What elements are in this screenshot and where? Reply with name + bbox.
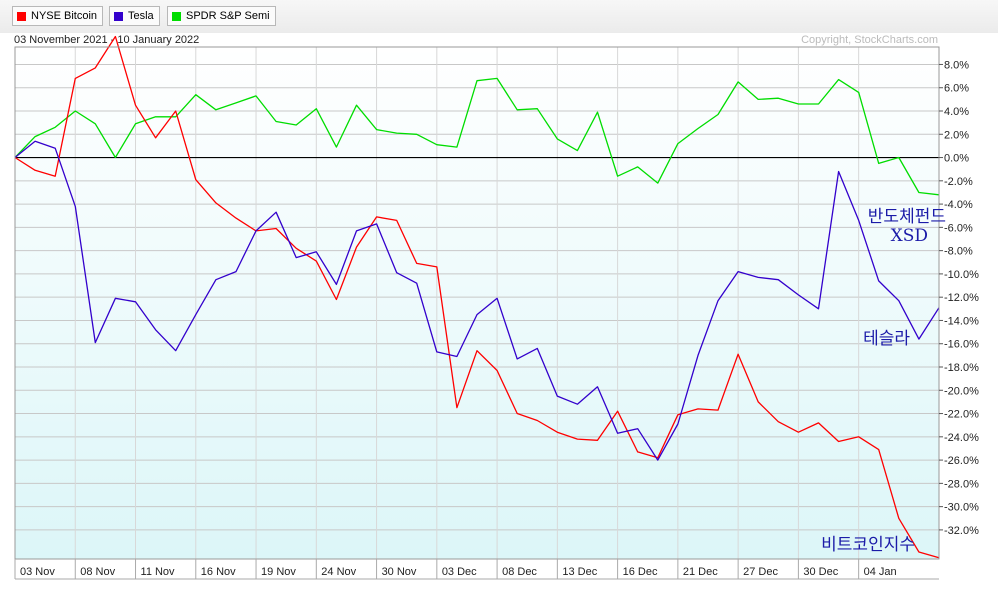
x-tick-label: 19 Nov bbox=[261, 566, 296, 578]
y-tick-label: -32.0% bbox=[944, 525, 979, 537]
y-tick-label: 0.0% bbox=[944, 153, 969, 165]
legend-swatch-semi bbox=[172, 11, 181, 21]
y-tick-label: -22.0% bbox=[944, 409, 979, 421]
annotation-tesla: 테슬라 bbox=[863, 329, 910, 349]
legend-label-tesla: Tesla bbox=[128, 10, 154, 22]
x-tick-label: 08 Nov bbox=[80, 566, 115, 578]
y-tick-label: -26.0% bbox=[944, 455, 979, 467]
x-tick-label: 04 Jan bbox=[864, 566, 897, 578]
x-tick-label: 21 Dec bbox=[683, 566, 718, 578]
x-tick-label: 27 Dec bbox=[743, 566, 778, 578]
copyright-text: Copyright, StockCharts.com bbox=[801, 34, 938, 46]
legend-label-semi: SPDR S&P Semi bbox=[186, 10, 270, 22]
y-axis: 8.0% 6.0% 4.0% 2.0% 0.0% -2.0% -4.0% -6.0% -8.0%… bbox=[939, 59, 979, 537]
y-tick-label: -28.0% bbox=[944, 478, 979, 490]
legend-swatch-bitcoin bbox=[17, 11, 26, 21]
y-tick-label: -14.0% bbox=[944, 315, 979, 327]
y-tick-label: 2.0% bbox=[944, 129, 969, 141]
y-tick-label: 4.0% bbox=[944, 106, 969, 118]
y-tick-label: -30.0% bbox=[944, 502, 979, 514]
x-tick-label: 30 Dec bbox=[803, 566, 838, 578]
x-tick-label: 24 Nov bbox=[321, 566, 356, 578]
series-line-spdr-s-p-semi bbox=[14, 77, 940, 196]
y-tick-label: 8.0% bbox=[944, 59, 969, 71]
y-tick-label: -2.0% bbox=[944, 176, 973, 188]
series-lines bbox=[14, 35, 940, 559]
x-tick-label: 03 Nov bbox=[20, 566, 55, 578]
annotation-bitcoin: 비트코인지수 bbox=[821, 535, 915, 555]
series-line-tesla bbox=[14, 140, 940, 461]
y-tick-label: -18.0% bbox=[944, 362, 979, 374]
series-line-nyse-bitcoin bbox=[14, 35, 940, 559]
y-tick-label: -6.0% bbox=[944, 222, 973, 234]
annotation-semi-line1: 반도체펀드 bbox=[867, 207, 946, 227]
annotation-semi-line2: XSD bbox=[890, 226, 928, 246]
x-tick-label: 30 Nov bbox=[382, 566, 417, 578]
x-tick-label: 03 Dec bbox=[442, 566, 477, 578]
y-tick-label: -4.0% bbox=[944, 199, 973, 211]
legend-label-bitcoin: NYSE Bitcoin bbox=[31, 10, 98, 22]
legend-item-bitcoin[interactable]: NYSE Bitcoin bbox=[12, 6, 104, 26]
x-tick-label: 16 Nov bbox=[201, 566, 236, 578]
grid-lines bbox=[15, 47, 939, 559]
legend-item-tesla[interactable]: Tesla bbox=[109, 6, 160, 26]
y-tick-label: -12.0% bbox=[944, 292, 979, 304]
legend-bar: NYSE Bitcoin Tesla SPDR S&P Semi bbox=[0, 0, 998, 33]
plot-background bbox=[15, 47, 939, 559]
y-tick-label: -20.0% bbox=[944, 385, 979, 397]
x-tick-label: 13 Dec bbox=[562, 566, 597, 578]
y-tick-label: -10.0% bbox=[944, 269, 979, 281]
x-tick-label: 16 Dec bbox=[623, 566, 658, 578]
annotation-semi: 반도체펀드 XSD bbox=[868, 208, 946, 246]
y-tick-label: -16.0% bbox=[944, 339, 979, 351]
y-tick-label: -24.0% bbox=[944, 432, 979, 444]
x-axis: 03 Nov 08 Nov 11 Nov 16 Nov 19 Nov 24 Nov 30 N… bbox=[14, 559, 939, 580]
x-tick-label: 11 Nov bbox=[141, 566, 176, 578]
plot-frame bbox=[14, 46, 940, 560]
date-range: 03 November 2021 - 10 January 2022 bbox=[14, 34, 200, 46]
y-tick-label: -8.0% bbox=[944, 246, 973, 258]
legend-swatch-tesla bbox=[114, 11, 123, 21]
y-tick-label: 6.0% bbox=[944, 83, 969, 95]
x-tick-label: 08 Dec bbox=[502, 566, 537, 578]
legend-item-semi[interactable]: SPDR S&P Semi bbox=[167, 6, 276, 26]
